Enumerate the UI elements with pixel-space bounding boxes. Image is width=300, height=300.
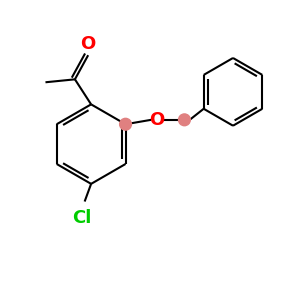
Text: O: O [149, 111, 164, 129]
Circle shape [178, 114, 190, 126]
Text: Cl: Cl [73, 209, 92, 227]
Circle shape [120, 118, 131, 130]
Text: O: O [80, 35, 96, 53]
